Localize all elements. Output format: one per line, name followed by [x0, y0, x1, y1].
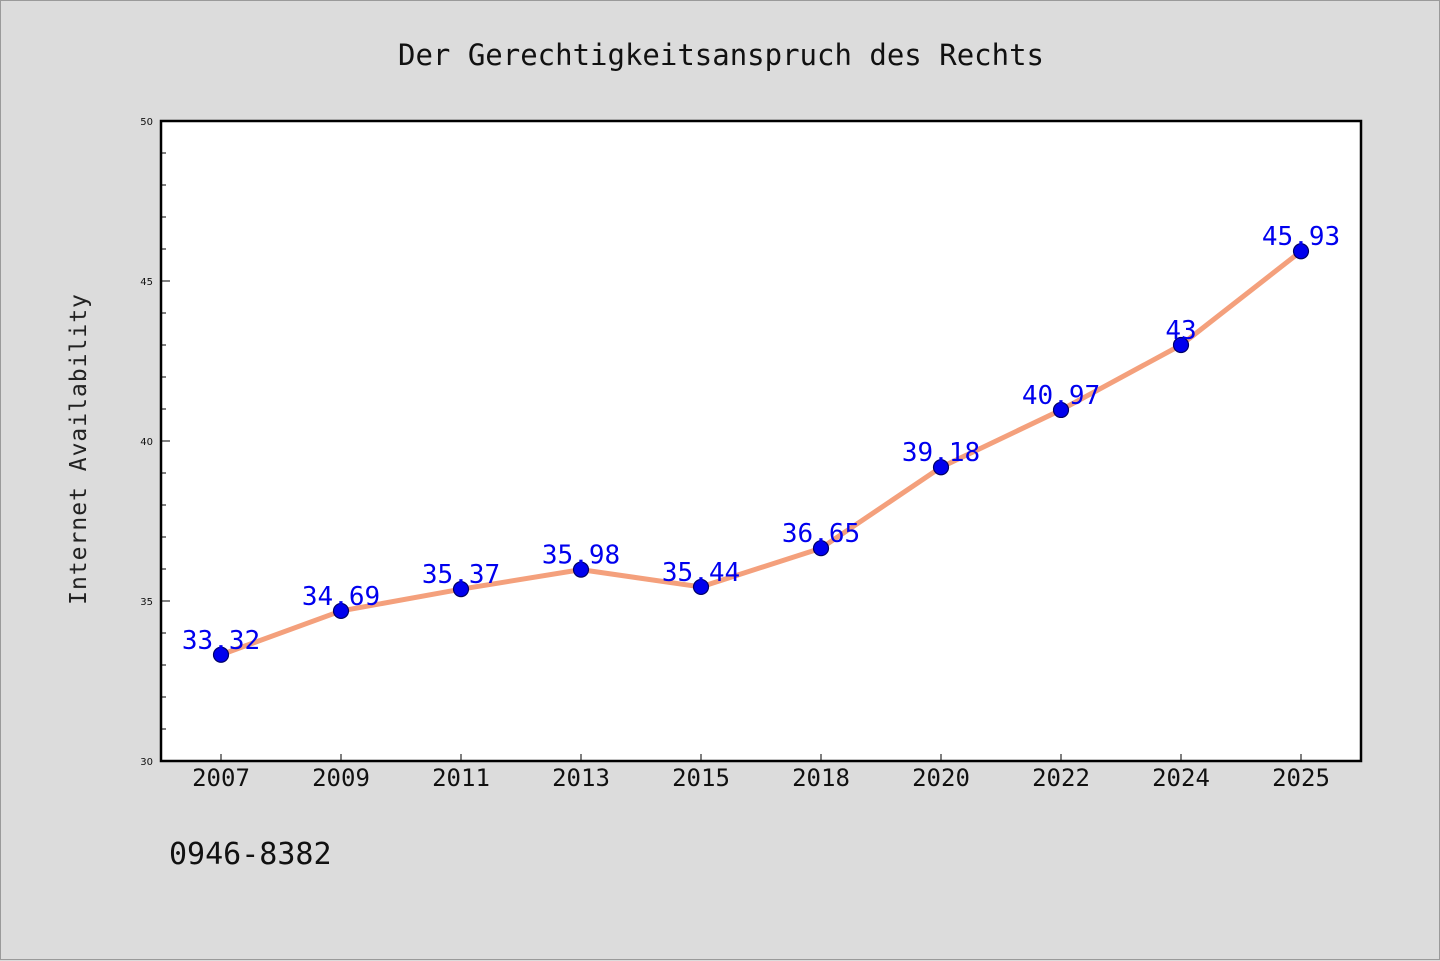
data-label: 34.69 [302, 582, 380, 612]
data-label: 39.18 [902, 438, 980, 468]
data-label: 33.32 [182, 626, 260, 656]
data-label: 43 [1165, 316, 1196, 346]
data-label: 35.37 [422, 560, 500, 590]
footnote-annotation: 0946-8382 [169, 837, 332, 872]
x-tick-label: 2013 [552, 764, 610, 792]
series-line [218, 248, 1304, 658]
data-label: 40.97 [1022, 381, 1100, 411]
y-tick-label: 45 [140, 277, 153, 288]
data-point [692, 578, 710, 596]
x-tick-label: 2020 [912, 764, 970, 792]
x-tick-label: 2009 [312, 764, 370, 792]
data-point [1052, 401, 1070, 419]
y-axis-ticks: 30 35 40 45 50 [140, 117, 170, 768]
y-tick-label: 50 [140, 117, 153, 128]
data-point [572, 561, 590, 578]
data-point [932, 459, 950, 476]
data-label: 36.65 [782, 519, 860, 549]
y-tick-label: 40 [140, 437, 153, 448]
series-layer [212, 243, 1310, 663]
data-label: 45.93 [1262, 222, 1340, 252]
x-axis-ticks: 2007 2009 2011 2013 2015 2018 2020 2022 2024 2025 [192, 754, 1330, 792]
data-point [452, 581, 470, 598]
plot-area [159, 119, 1363, 763]
data-point [332, 602, 350, 620]
data-labels: 33.32 34.69 35.37 35.98 35.44 36.65 39.18 40.97… [182, 222, 1340, 656]
x-tick-label: 2007 [192, 764, 250, 792]
x-tick-label: 2024 [1152, 764, 1210, 792]
data-point [812, 540, 830, 557]
y-axis-label: Internet Availability [66, 293, 92, 605]
y-tick-label: 30 [140, 757, 153, 768]
data-point [212, 646, 230, 663]
x-tick-label: 2015 [672, 764, 730, 792]
data-point [1292, 243, 1310, 260]
x-tick-label: 2011 [432, 764, 490, 792]
x-tick-label: 2025 [1272, 764, 1330, 792]
x-tick-label: 2018 [792, 764, 850, 792]
data-label: 35.44 [662, 558, 740, 588]
data-label: 35.98 [542, 541, 620, 571]
chart-title: Der Gerechtigkeitsanspruch des Rechts [398, 38, 1044, 72]
x-tick-label: 2022 [1032, 764, 1090, 792]
data-point [1172, 336, 1190, 354]
y-tick-label: 35 [140, 597, 153, 608]
